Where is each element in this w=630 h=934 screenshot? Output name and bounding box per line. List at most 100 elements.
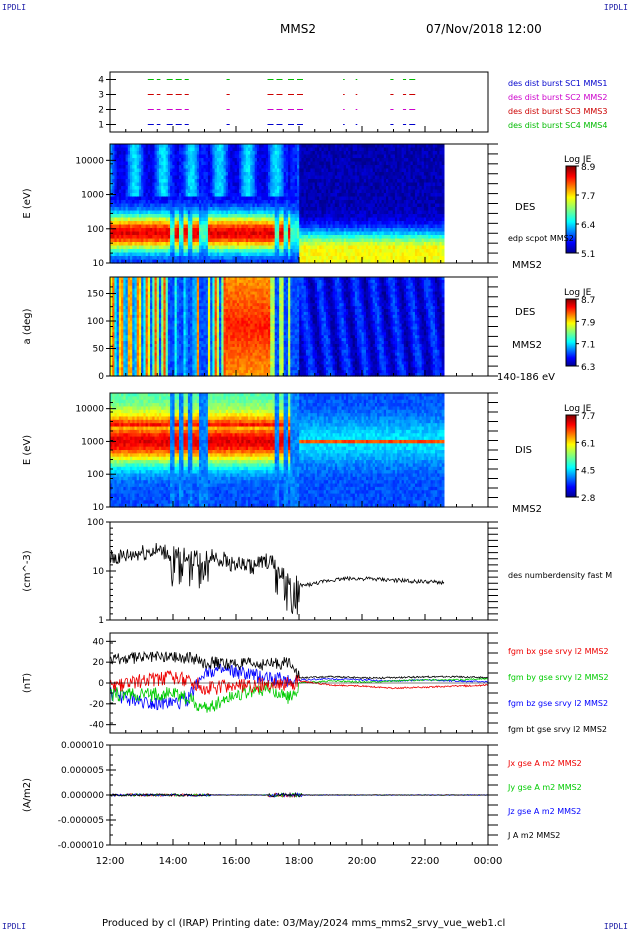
des-energy-cell (379, 228, 383, 233)
des-energy-cell (345, 172, 349, 177)
des-energy-cell (167, 200, 171, 205)
des-energy-cell (248, 158, 251, 163)
des-energy-cell (127, 193, 131, 198)
des-energy-cell (328, 210, 331, 215)
des-energy-cell (296, 175, 300, 180)
des-energy-cell (121, 228, 124, 233)
des-energy-cell (223, 168, 227, 173)
des-energy-cell (134, 249, 138, 254)
des-energy-cell (227, 189, 231, 194)
des-energy-cell (190, 207, 193, 212)
des-energy-cell (290, 158, 294, 163)
des-energy-cell (283, 161, 287, 166)
des-energy-cell (274, 154, 278, 159)
des-energy-cell (127, 147, 131, 152)
des-energy-cell (165, 165, 169, 170)
des-energy-cell (183, 210, 187, 215)
des-energy-cell (125, 203, 129, 208)
des-energy-cell (359, 245, 363, 250)
des-energy-cell (345, 224, 349, 229)
des-energy-cell (370, 224, 374, 229)
des-energy-cell (254, 154, 258, 159)
des-energy-cell (254, 207, 258, 212)
des-energy-cell (150, 224, 153, 229)
des-energy-cell (290, 221, 294, 226)
des-energy-cell (243, 144, 247, 149)
des-energy-cell (127, 165, 131, 170)
des-energy-cell (423, 193, 427, 198)
des-energy-cell (225, 231, 229, 236)
des-energy-cell (214, 175, 218, 180)
des-energy-cell (161, 179, 165, 184)
des-energy-cell (232, 196, 236, 201)
des-energy-cell (172, 151, 176, 156)
des-energy-cell (301, 207, 305, 212)
des-energy-cell (205, 231, 209, 236)
des-energy-cell (158, 242, 162, 247)
des-energy-cell (292, 200, 296, 205)
des-energy-cell (118, 221, 122, 226)
des-energy-cell (243, 147, 247, 152)
des-energy-cell (417, 196, 421, 201)
des-energy-cell (205, 224, 209, 229)
des-energy-cell (252, 259, 256, 264)
des-energy-cell (134, 238, 138, 243)
des-energy-cell (319, 165, 323, 170)
des-energy-cell (325, 193, 329, 198)
des-energy-cell (325, 224, 329, 229)
des-energy-cell (225, 161, 229, 166)
des-energy-cell (248, 186, 251, 191)
des-energy-cell (250, 165, 254, 170)
des-energy-cell (414, 221, 418, 226)
des-energy-cell (194, 207, 198, 212)
des-energy-cell (314, 256, 318, 261)
des-energy-cell (156, 231, 160, 236)
des-energy-cell (343, 186, 347, 191)
des-energy-cell (274, 165, 278, 170)
des-energy-cell (274, 161, 278, 166)
des-energy-cell (363, 175, 367, 180)
des-energy-cell (361, 144, 365, 149)
des-energy-cell (386, 203, 389, 208)
des-energy-cell (270, 175, 274, 180)
des-energy-cell (426, 147, 429, 152)
des-energy-cell (388, 228, 392, 233)
des-energy-cell (285, 217, 289, 222)
des-energy-cell (370, 172, 374, 177)
des-energy-cell (296, 161, 300, 166)
des-energy-cell (399, 242, 403, 247)
des-energy-cell (299, 193, 303, 198)
des-energy-cell (163, 154, 167, 159)
des-energy-cell (332, 179, 336, 184)
des-energy-cell (205, 172, 209, 177)
des-energy-cell (337, 252, 340, 257)
des-energy-cell (359, 207, 363, 212)
des-energy-cell (285, 172, 289, 177)
des-energy-cell (325, 147, 329, 152)
des-energy-cell (299, 242, 303, 247)
des-energy-cell (110, 259, 113, 264)
des-energy-cell (263, 228, 267, 233)
des-energy-cell (288, 207, 291, 212)
des-energy-cell (265, 168, 269, 173)
des-energy-cell (305, 172, 309, 177)
des-energy-cell (345, 245, 349, 250)
des-energy-cell (181, 224, 185, 229)
des-energy-cell (357, 186, 360, 191)
des-energy-cell (374, 172, 378, 177)
des-energy-cell (368, 175, 372, 180)
des-energy-cell (310, 224, 314, 229)
des-energy-cell (114, 165, 118, 170)
des-energy-cell (270, 165, 274, 170)
des-energy-cell (281, 256, 285, 261)
des-energy-cell (303, 147, 307, 152)
des-energy-cell (130, 242, 133, 247)
des-energy-cell (145, 147, 149, 152)
des-energy-cell (314, 203, 318, 208)
des-energy-cell (279, 249, 283, 254)
des-energy-cell (203, 245, 207, 250)
des-energy-cell (406, 175, 409, 180)
des-energy-cell (365, 196, 369, 201)
des-energy-cell (270, 193, 274, 198)
des-energy-cell (337, 207, 340, 212)
